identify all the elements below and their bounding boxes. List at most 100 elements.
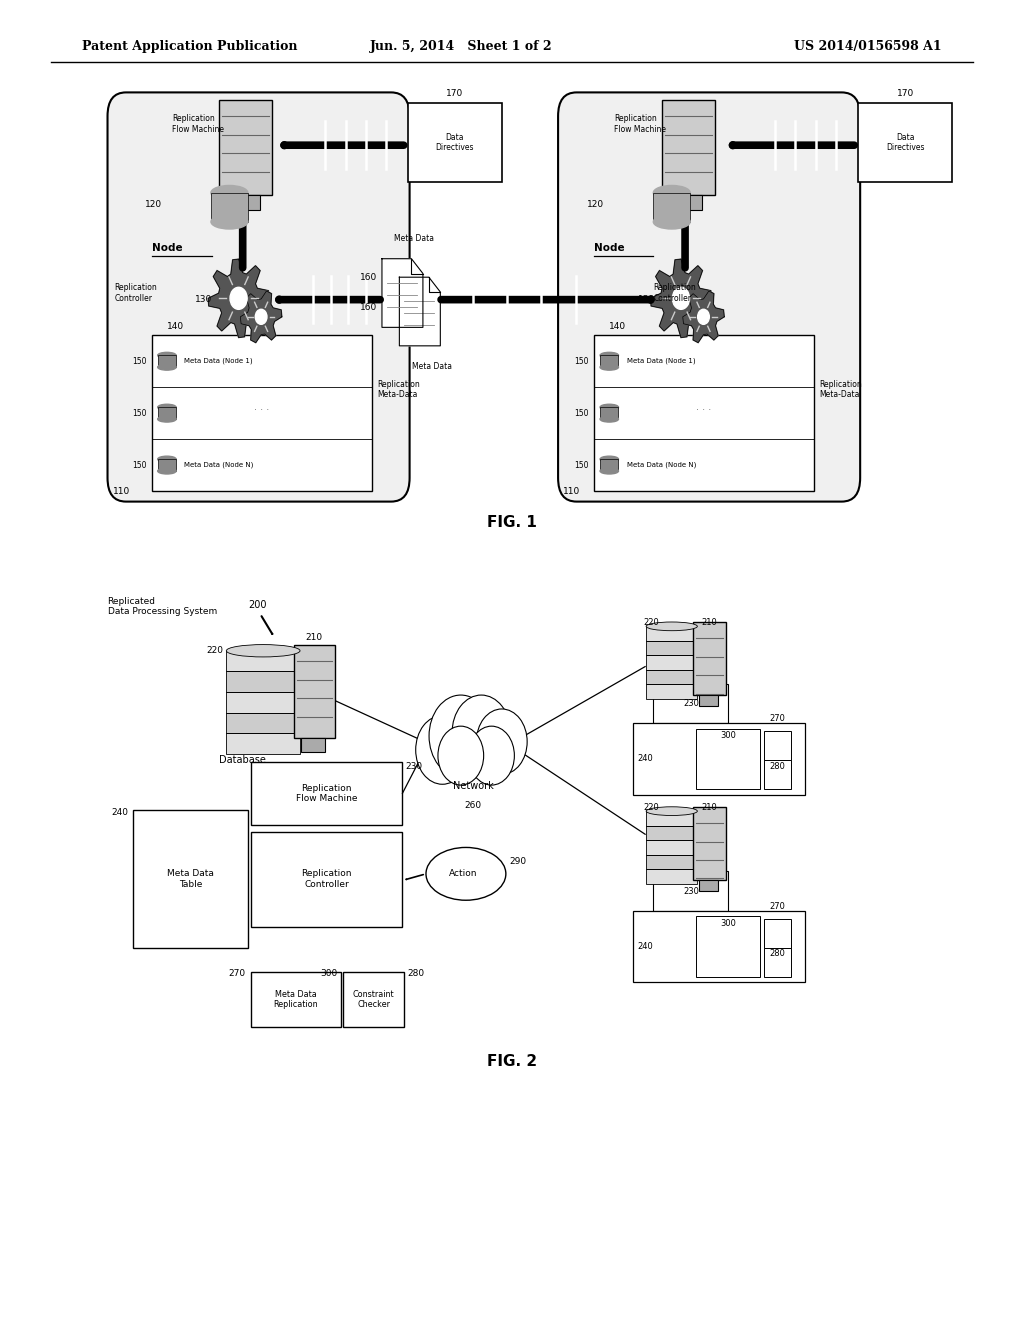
Circle shape <box>469 726 514 785</box>
Bar <box>764 948 791 977</box>
Ellipse shape <box>158 469 176 474</box>
Text: 280: 280 <box>769 949 785 958</box>
Bar <box>226 713 300 733</box>
Ellipse shape <box>226 644 300 657</box>
Bar <box>294 645 335 738</box>
Text: 200: 200 <box>248 599 266 610</box>
Text: 120: 120 <box>144 201 162 209</box>
Text: Replication
Flow Machine: Replication Flow Machine <box>614 115 667 133</box>
Text: Network: Network <box>453 781 494 792</box>
Text: 290: 290 <box>509 858 526 866</box>
Bar <box>133 810 248 948</box>
Text: Replication
Meta-Data: Replication Meta-Data <box>377 380 420 400</box>
Text: 150: 150 <box>574 461 589 470</box>
Polygon shape <box>241 290 282 343</box>
Bar <box>646 656 697 671</box>
Text: 210: 210 <box>306 632 323 642</box>
Polygon shape <box>208 259 269 338</box>
Bar <box>226 672 300 692</box>
Text: FIG. 2: FIG. 2 <box>487 1053 537 1069</box>
Text: 300: 300 <box>321 969 338 978</box>
Text: 280: 280 <box>769 762 785 771</box>
Bar <box>698 880 719 891</box>
Text: 120: 120 <box>587 201 604 209</box>
Circle shape <box>416 715 469 784</box>
Ellipse shape <box>158 404 176 411</box>
Text: 240: 240 <box>637 942 652 950</box>
Text: 280: 280 <box>408 969 425 978</box>
Bar <box>646 870 697 884</box>
Ellipse shape <box>600 469 618 474</box>
Bar <box>219 100 272 195</box>
Ellipse shape <box>653 214 690 230</box>
Bar <box>158 459 176 471</box>
Bar <box>226 733 300 754</box>
Bar <box>646 810 697 826</box>
Bar <box>646 627 697 642</box>
Bar <box>211 193 248 222</box>
Text: 220: 220 <box>643 803 659 812</box>
Circle shape <box>230 288 247 309</box>
Text: 210: 210 <box>701 618 718 627</box>
Ellipse shape <box>426 847 506 900</box>
Bar <box>764 731 791 760</box>
Ellipse shape <box>600 364 618 370</box>
Text: 150: 150 <box>574 409 589 417</box>
Text: Node: Node <box>594 243 625 253</box>
Bar <box>594 335 814 491</box>
Text: 270: 270 <box>769 902 785 911</box>
Text: Meta Data
Replication: Meta Data Replication <box>273 990 318 1008</box>
Bar <box>226 692 300 713</box>
Text: 140: 140 <box>167 322 184 331</box>
Bar <box>301 738 326 752</box>
Bar <box>646 855 697 870</box>
Text: 160: 160 <box>359 304 377 312</box>
Text: 210: 210 <box>701 803 718 812</box>
Bar <box>226 651 300 672</box>
Bar <box>696 916 760 977</box>
Text: Jun. 5, 2014   Sheet 1 of 2: Jun. 5, 2014 Sheet 1 of 2 <box>370 40 552 53</box>
Text: 150: 150 <box>574 356 589 366</box>
Text: 260: 260 <box>465 801 481 810</box>
Bar <box>646 841 697 855</box>
Bar <box>858 103 952 182</box>
Ellipse shape <box>158 416 176 422</box>
Ellipse shape <box>158 364 176 370</box>
Ellipse shape <box>158 352 176 358</box>
Text: 230: 230 <box>406 762 423 771</box>
Circle shape <box>255 309 267 325</box>
Text: Replication
Controller: Replication Controller <box>301 870 352 888</box>
Circle shape <box>429 696 493 777</box>
Text: 170: 170 <box>897 88 913 98</box>
Bar <box>251 972 341 1027</box>
Circle shape <box>452 696 511 771</box>
Bar <box>646 642 697 656</box>
Bar <box>408 103 502 182</box>
Ellipse shape <box>600 416 618 422</box>
Bar <box>343 972 404 1027</box>
Text: Meta Data (Node 1): Meta Data (Node 1) <box>184 358 253 364</box>
Polygon shape <box>650 259 712 338</box>
Text: Replication
Controller: Replication Controller <box>115 284 158 302</box>
Text: 240: 240 <box>111 808 128 817</box>
Text: 270: 270 <box>228 969 246 978</box>
Text: Action: Action <box>449 870 477 878</box>
Bar <box>158 407 176 418</box>
Text: 230: 230 <box>683 700 699 708</box>
Bar <box>662 100 715 195</box>
Ellipse shape <box>600 457 618 462</box>
FancyBboxPatch shape <box>108 92 410 502</box>
Ellipse shape <box>646 807 697 816</box>
Bar <box>633 723 805 795</box>
Text: Data
Directives: Data Directives <box>886 133 925 152</box>
Bar <box>600 407 618 418</box>
Bar <box>693 623 726 694</box>
Bar <box>671 195 702 210</box>
Text: 150: 150 <box>132 409 146 417</box>
Polygon shape <box>683 290 724 343</box>
Text: Data
Directives: Data Directives <box>435 133 474 152</box>
Bar <box>633 911 805 982</box>
Ellipse shape <box>653 186 690 199</box>
Text: Meta Data (Node N): Meta Data (Node N) <box>184 462 254 469</box>
Ellipse shape <box>211 214 248 230</box>
